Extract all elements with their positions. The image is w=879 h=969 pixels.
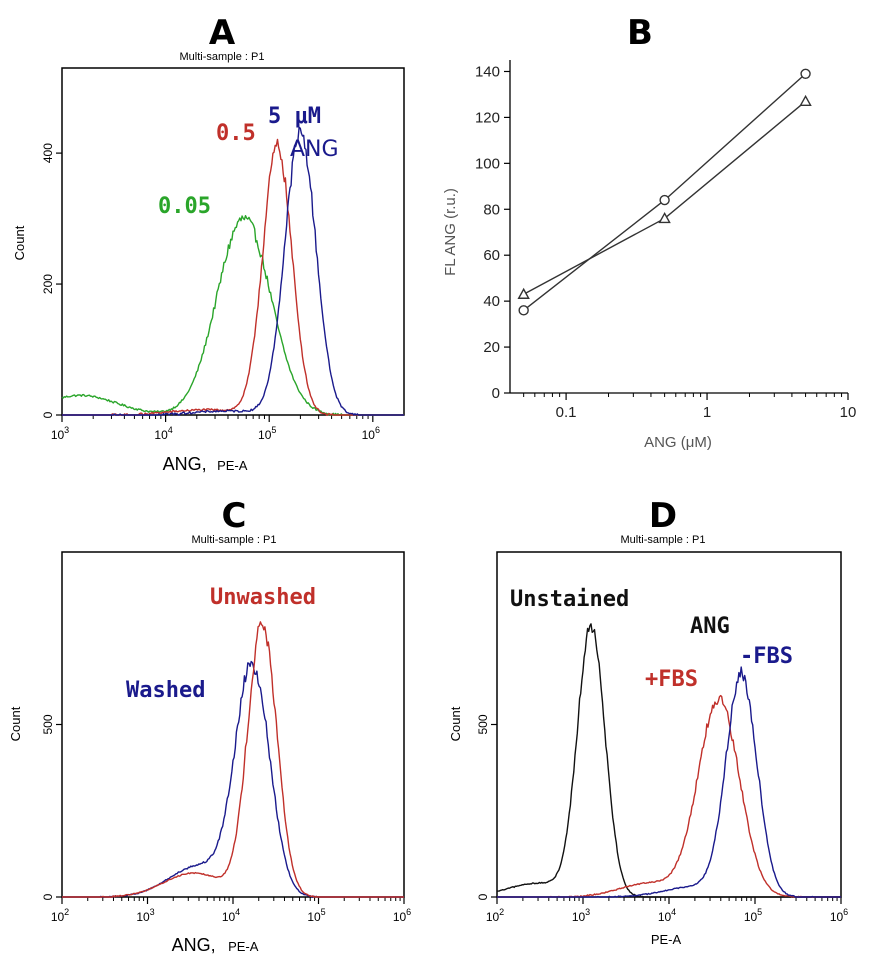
panel-c-xlabel-unit: PE-A [228,939,259,954]
panel-c-xlabel: ANG, PE-A [172,935,259,955]
panel-d-xtick-label: 105 [744,907,762,924]
panel-a-anno-0-5: 0.5 [216,121,256,146]
panel-d-xtick-label: 104 [658,907,676,924]
panel-c-xlabel-main: ANG, [172,935,216,955]
panel-a-ytick-label: 0 [41,411,55,418]
panel-a-histogram-0 [61,215,404,416]
panel-a-curves [61,126,404,416]
panel-d-anno-minus-fbs: -FBS [740,644,793,669]
panel-b-ytick-label: 40 [483,293,500,310]
panel-c-subtitle: Multi-sample : P1 [192,534,277,546]
panel-c-ticks: 102 103 104 105 106 0 500 [41,714,411,924]
panel-b-point-triangle [517,287,530,299]
panel-letter-d: D [649,496,677,536]
panel-b-xtick-label: 0.1 [556,404,577,421]
panel-a-anno-0-05: 0.05 [158,194,211,219]
panel-b-point-circle [518,305,529,316]
panel-a-xtick-label: 103 [51,425,69,442]
panel-letter-c: C [222,496,247,536]
panel-d-ytick-label: 500 [476,714,490,734]
panel-a-frame [61,67,405,416]
panel-c-curves [62,621,404,898]
panel-a-xlabel-main: ANG, [163,454,207,474]
panel-a-xlabel-unit: PE-A [217,458,248,473]
panel-d-xtick-label: 102 [486,907,504,924]
panel-b-point-triangle [658,212,671,224]
panel-b: B 0 20 40 60 80 100 120 140 0.1 1 10 FL ANG (r.u.)… [442,13,856,451]
panel-c-anno-unwashed: Unwashed [210,585,316,610]
panel-a-ytick-label: 400 [41,143,55,163]
panel-a-anno-ang: ANG [290,137,339,162]
panel-d-curves [496,623,841,898]
panel-a-xtick-label: 106 [362,425,380,442]
panel-b-ytick-label: 120 [475,109,500,126]
panel-a-subtitle: Multi-sample : P1 [180,51,265,63]
panel-c-ytick-label: 500 [41,714,55,734]
panel-c-xtick-label: 103 [136,907,154,924]
panel-a-histogram-2 [62,126,404,416]
panel-d-anno-ang: ANG [690,614,730,639]
panel-d-anno-plus-fbs: +FBS [645,667,698,692]
panel-d-histogram-1 [497,694,841,898]
panel-b-xtick-label: 10 [840,404,857,421]
panel-b-ticks: 0 20 40 60 80 100 120 140 0.1 1 10 [475,63,856,421]
panel-a-xtick-label: 104 [154,425,172,442]
panel-b-point-triangle [799,94,812,107]
panel-c-histogram-1 [62,621,404,898]
panel-a-ytick-label: 200 [41,274,55,294]
panel-b-ytick-label: 60 [483,247,500,264]
panel-d-anno-unstained: Unstained [510,587,629,612]
panel-d-histogram-2 [497,666,841,898]
panel-c-xtick-label: 106 [393,907,411,924]
panel-c: C Multi-sample : P1 102 103 104 105 1060500 … [8,496,411,955]
panel-b-ytick-label: 80 [483,201,500,218]
panel-letter-a: A [209,13,236,53]
panel-c-xtick-label: 102 [51,907,69,924]
panel-b-ytick-label: 100 [475,155,500,172]
panel-d-histogram-0 [496,623,841,898]
panel-b-xtick-label: 1 [703,404,711,421]
panel-d-xtick-label: 106 [830,907,848,924]
panel-a-histogram-1 [62,138,404,416]
panel-c-anno-washed: Washed [126,678,205,703]
panel-a-ylabel: Count [12,225,27,260]
panel-a-xlabel: ANG, PE-A [163,454,248,474]
panel-c-histogram-0 [62,660,404,898]
panel-a-xtick-label: 105 [258,425,276,442]
panel-d-ticks: 102 103 104 105 106 0 500 [476,714,848,924]
panel-b-point-circle [659,194,670,206]
panel-b-ytick-label: 0 [492,385,500,402]
panel-a: A Multi-sample : P1 103 104 105 1060200400 … [12,13,405,474]
panel-c-ylabel: Count [8,706,23,741]
panel-b-ytick-label: 20 [483,339,500,356]
panel-c-xtick-label: 104 [222,907,240,924]
panel-b-series-line-circle [523,73,807,311]
panel-d-xtick-label: 103 [572,907,590,924]
panel-c-ytick-label: 0 [41,893,55,900]
panel-b-ytick-label: 140 [475,63,500,80]
panel-b-ylabel: FL ANG (r.u.) [442,188,459,276]
panel-a-anno-5uM: 5 μM [268,104,321,129]
panel-c-xtick-label: 105 [307,907,325,924]
panel-b-xlabel: ANG (μM) [644,434,712,451]
panel-d: D Multi-sample : P1 102 103 104 105 1060500 … [448,496,848,947]
panel-d-ytick-label: 0 [476,893,490,900]
panel-d-subtitle: Multi-sample : P1 [621,534,706,546]
panel-d-ylabel: Count [448,706,463,741]
panel-b-series [517,68,812,316]
panel-b-point-circle [800,68,811,79]
panel-d-xlabel: PE-A [651,932,682,947]
panel-a-ticks: 103 104 105 106 0 200 400 [41,143,380,442]
panel-letter-b: B [627,13,653,53]
